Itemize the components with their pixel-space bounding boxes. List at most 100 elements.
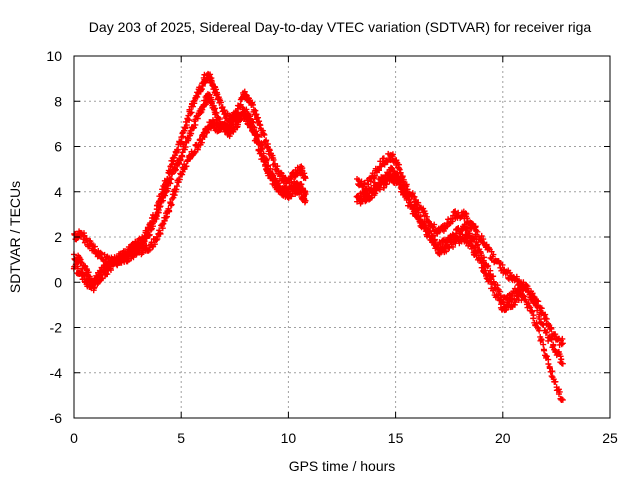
data-point (298, 181, 305, 188)
data-point (383, 181, 390, 188)
data-point (98, 250, 105, 257)
y-tick-label: 4 (54, 184, 62, 200)
data-point (525, 288, 532, 295)
data-point (380, 155, 387, 162)
data-point (167, 180, 174, 187)
x-axis-title: GPS time / hours (289, 458, 396, 474)
data-point (548, 325, 555, 332)
data-point (91, 243, 98, 250)
data-point (186, 117, 193, 124)
axis-ticks: 0 5 10 15 20 25 -6 -4 -2 0 2 4 6 8 10 (46, 48, 618, 446)
data-point (171, 192, 178, 199)
data-point (188, 130, 195, 137)
data-point (151, 241, 158, 248)
data-point (410, 208, 417, 215)
data-point (408, 202, 415, 209)
data-point (545, 360, 552, 367)
data-point (489, 281, 496, 288)
data-point (470, 243, 477, 250)
data-point (529, 308, 536, 315)
series-trace-c (70, 108, 309, 294)
data-point (270, 156, 277, 163)
data-point (257, 147, 264, 154)
x-tick-label: 20 (495, 430, 511, 446)
data-point (125, 244, 132, 251)
data-point (543, 315, 550, 322)
data-point (175, 146, 182, 153)
data-point (189, 103, 196, 110)
data-point (462, 232, 469, 239)
chart-title: Day 203 of 2025, Sidereal Day-to-day VTE… (89, 19, 592, 35)
data-point (249, 101, 256, 108)
data-point (302, 175, 309, 182)
data-point (423, 213, 430, 220)
y-tick-label: 10 (46, 48, 62, 64)
data-point (217, 99, 224, 106)
data-point (259, 127, 266, 134)
y-tick-label: -6 (50, 410, 63, 426)
data-point (491, 284, 498, 291)
data-point (506, 298, 513, 305)
data-point (238, 116, 245, 123)
data-point (433, 244, 440, 251)
data-point (255, 140, 262, 147)
data-point (543, 353, 550, 360)
data-point (148, 226, 155, 233)
data-point (165, 185, 172, 192)
data-point (475, 254, 482, 261)
data-point (528, 294, 535, 301)
data-point (167, 202, 174, 209)
data-point (552, 378, 559, 385)
data-point (483, 241, 490, 248)
data-point (355, 194, 362, 201)
data-point (241, 88, 248, 95)
data-point (81, 272, 88, 279)
y-tick-label: 6 (54, 139, 62, 155)
data-point (260, 130, 267, 137)
data-point (91, 284, 98, 291)
data-point (485, 262, 492, 269)
data-point (118, 259, 125, 266)
data-point (559, 360, 566, 367)
data-point (180, 133, 187, 140)
data-point (270, 175, 277, 182)
data-point (534, 304, 541, 311)
data-point (558, 341, 565, 348)
data-point (233, 124, 240, 131)
data-point (474, 228, 481, 235)
data-point (396, 178, 403, 185)
data-point (245, 116, 252, 123)
data-point (496, 288, 503, 295)
data-point (78, 259, 85, 266)
y-tick-label: 8 (54, 93, 62, 109)
data-point (483, 275, 490, 282)
y-tick-label: -2 (50, 320, 63, 336)
data-point (422, 210, 429, 217)
data-point (526, 291, 533, 298)
data-point (466, 230, 473, 237)
series-trace-f (354, 171, 566, 403)
y-tick-label: -4 (50, 365, 63, 381)
data-point (183, 163, 190, 170)
data-point (536, 311, 543, 318)
data-point (549, 368, 556, 375)
data-point (482, 270, 489, 277)
data-point (259, 144, 266, 151)
data-point (274, 180, 281, 187)
data-point (498, 301, 505, 308)
data-point (425, 229, 432, 236)
data-point (371, 179, 378, 186)
data-point (399, 173, 406, 180)
data-point (176, 176, 183, 183)
data-point (548, 336, 555, 343)
data-point (157, 203, 164, 210)
data-point (146, 231, 153, 238)
data-point (463, 210, 470, 217)
data-point (288, 193, 295, 200)
data-point (396, 166, 403, 173)
data-point (362, 198, 369, 205)
data-point (404, 194, 411, 201)
data-point (389, 151, 396, 158)
data-point (182, 125, 189, 132)
